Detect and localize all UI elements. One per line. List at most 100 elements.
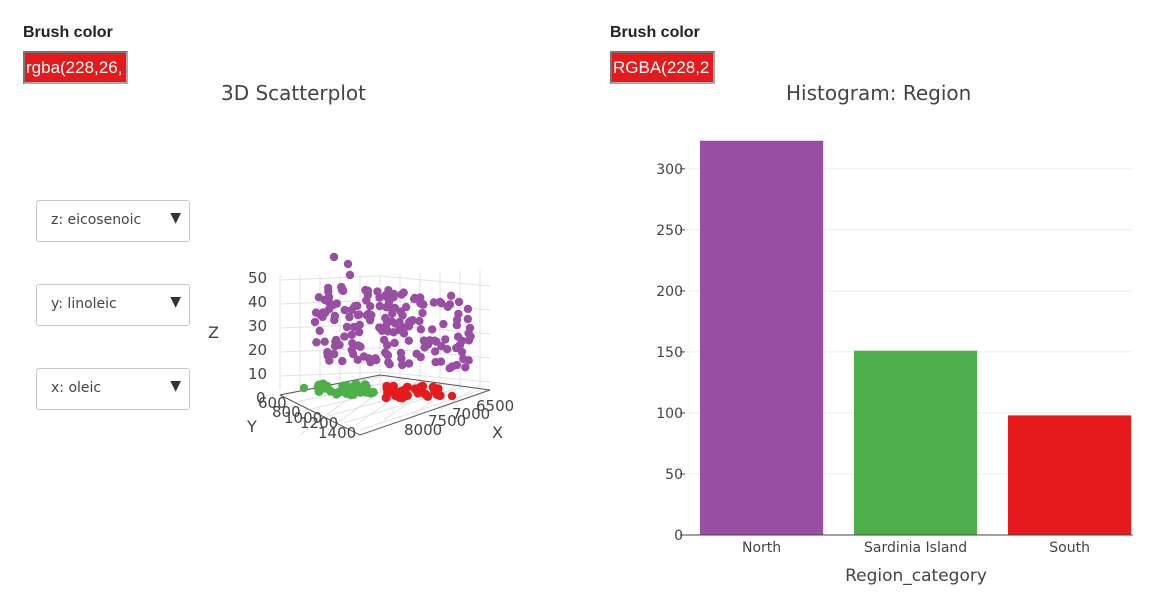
data-point[interactable]	[312, 338, 321, 347]
brush-color-input-left[interactable]: rgba(228,26,	[23, 51, 128, 84]
data-point[interactable]	[457, 347, 467, 357]
data-point[interactable]	[415, 316, 424, 326]
data-point[interactable]	[343, 259, 353, 269]
data-point[interactable]	[397, 354, 406, 363]
data-point[interactable]	[325, 356, 334, 365]
brush-color-input-right[interactable]: RGBA(228,2	[610, 51, 715, 84]
data-point[interactable]	[441, 335, 450, 344]
data-point[interactable]	[464, 356, 473, 365]
data-point[interactable]	[419, 300, 428, 309]
data-point[interactable]	[368, 387, 378, 397]
data-point[interactable]	[430, 347, 440, 356]
data-point[interactable]	[463, 314, 472, 324]
data-point[interactable]	[452, 360, 462, 370]
data-point[interactable]	[464, 336, 474, 345]
data-point[interactable]	[415, 382, 425, 392]
data-point[interactable]	[353, 355, 362, 364]
data-point[interactable]	[428, 325, 437, 334]
data-point[interactable]	[338, 356, 347, 366]
data-point[interactable]	[314, 387, 324, 396]
data-point[interactable]	[340, 305, 349, 315]
data-point[interactable]	[463, 304, 473, 314]
data-point[interactable]	[443, 302, 452, 311]
data-point[interactable]	[359, 352, 369, 361]
data-point[interactable]	[363, 290, 373, 300]
data-point[interactable]	[375, 323, 384, 332]
data-point[interactable]	[361, 380, 370, 390]
data-point[interactable]	[443, 345, 452, 354]
histogram-bar[interactable]	[854, 350, 978, 535]
data-point[interactable]	[445, 364, 454, 373]
data-point[interactable]	[461, 363, 470, 372]
data-point[interactable]	[310, 317, 320, 327]
data-point[interactable]	[429, 298, 439, 307]
data-point[interactable]	[355, 327, 364, 337]
data-point[interactable]	[320, 337, 329, 346]
y-axis-select[interactable]: y: linoleic ▼	[36, 284, 190, 326]
data-point[interactable]	[315, 326, 324, 335]
x-axis-select[interactable]: x: oleic ▼	[36, 368, 190, 410]
data-point[interactable]	[390, 338, 399, 348]
data-point[interactable]	[330, 349, 339, 359]
data-point[interactable]	[404, 336, 413, 345]
data-point[interactable]	[385, 360, 394, 369]
data-point[interactable]	[330, 311, 339, 321]
data-point[interactable]	[340, 387, 350, 396]
data-point[interactable]	[402, 382, 412, 392]
data-point[interactable]	[408, 316, 417, 325]
data-point[interactable]	[332, 299, 341, 308]
data-point[interactable]	[382, 350, 392, 359]
data-point[interactable]	[458, 336, 467, 345]
data-point[interactable]	[348, 339, 357, 348]
data-point[interactable]	[435, 297, 445, 307]
data-point[interactable]	[347, 330, 356, 339]
data-point[interactable]	[351, 384, 361, 394]
data-point[interactable]	[391, 319, 400, 328]
data-point[interactable]	[337, 283, 346, 292]
data-point[interactable]	[401, 302, 411, 312]
histogram-chart[interactable]: 0 50 100 150 200 250 300 North Sardinia Island S…	[600, 120, 1160, 595]
data-point[interactable]	[342, 322, 352, 332]
data-point[interactable]	[389, 293, 398, 302]
data-point[interactable]	[355, 310, 364, 319]
data-point[interactable]	[454, 297, 464, 307]
data-point[interactable]	[299, 383, 309, 393]
data-point[interactable]	[350, 302, 359, 311]
data-point[interactable]	[388, 309, 397, 318]
data-point[interactable]	[409, 294, 419, 304]
data-point[interactable]	[345, 270, 355, 280]
data-point[interactable]	[397, 290, 406, 299]
data-point[interactable]	[447, 291, 456, 300]
data-point[interactable]	[421, 389, 430, 399]
data-point[interactable]	[395, 387, 405, 397]
data-point[interactable]	[364, 309, 373, 319]
data-point[interactable]	[404, 359, 414, 368]
data-point[interactable]	[412, 349, 421, 358]
histogram-bars[interactable]	[700, 140, 1132, 535]
data-point[interactable]	[349, 322, 358, 332]
data-point[interactable]	[418, 308, 427, 318]
data-point[interactable]	[381, 313, 390, 323]
data-point[interactable]	[425, 336, 434, 345]
data-point[interactable]	[383, 388, 393, 398]
data-point[interactable]	[395, 325, 404, 335]
data-point[interactable]	[447, 391, 457, 401]
data-point[interactable]	[375, 301, 384, 311]
data-point[interactable]	[416, 325, 426, 334]
data-point[interactable]	[398, 360, 407, 370]
data-point[interactable]	[465, 323, 475, 333]
data-point[interactable]	[329, 252, 339, 262]
data-point[interactable]	[323, 348, 332, 357]
z-axis-select[interactable]: z: eicosenoic ▼	[36, 200, 190, 242]
data-point[interactable]	[380, 335, 389, 345]
data-point[interactable]	[340, 332, 349, 341]
data-point[interactable]	[383, 327, 393, 336]
data-point[interactable]	[320, 295, 330, 305]
data-point[interactable]	[384, 286, 393, 295]
data-point[interactable]	[428, 382, 438, 392]
data-point[interactable]	[347, 345, 356, 355]
data-point[interactable]	[324, 305, 334, 314]
histogram-bar[interactable]	[1008, 415, 1132, 535]
data-point[interactable]	[439, 319, 448, 329]
data-point[interactable]	[366, 357, 375, 367]
